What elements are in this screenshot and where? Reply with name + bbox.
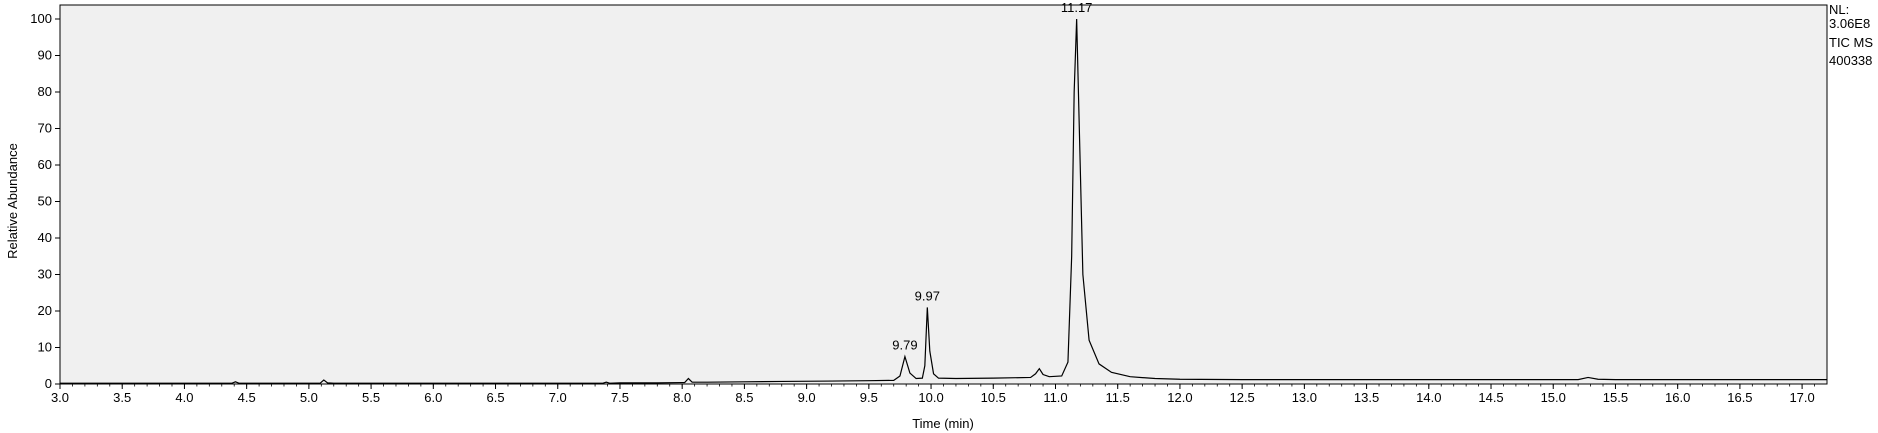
x-tick-label: 12.5 (1229, 390, 1254, 405)
x-tick-label: 17.0 (1789, 390, 1814, 405)
x-tick-label: 11.0 (1043, 390, 1067, 405)
x-tick-label: 9.0 (798, 390, 816, 405)
x-tick-label: 14.0 (1416, 390, 1441, 405)
x-tick-label: 10.5 (981, 390, 1006, 405)
x-tick-label: 16.0 (1665, 390, 1690, 405)
y-tick-label: 60 (38, 157, 52, 172)
x-axis: 3.0 3.5 4.0 4.5 5.0 5.5 6.0 6.5 7.0 7.5 8.0 8.5 9.0 9… (51, 384, 1815, 405)
x-tick-label: 3.5 (113, 390, 131, 405)
plot-area (59, 4, 1828, 385)
x-tick-label: 6.5 (486, 390, 504, 405)
x-tick-label: 5.0 (300, 390, 318, 405)
y-tick-label: 20 (38, 303, 52, 318)
x-tick-label: 8.0 (673, 390, 691, 405)
x-tick-label: 3.0 (51, 390, 69, 405)
x-tick-label: 11.5 (1106, 390, 1130, 405)
y-tick-label: 70 (38, 121, 52, 136)
x-tick-label: 7.5 (611, 390, 629, 405)
x-tick-label: 4.0 (175, 390, 193, 405)
peak-label: 11.17 (1061, 0, 1093, 15)
x-tick-label: 5.5 (362, 390, 380, 405)
nl-label: NL: (1829, 2, 1849, 17)
peak-labels: 9.79 9.97 11.17 (892, 0, 1092, 353)
peak-label: 9.97 (915, 288, 940, 303)
y-tick-label: 80 (38, 84, 52, 99)
x-tick-label: 13.5 (1354, 390, 1379, 405)
x-axis-title: Time (min) (912, 416, 974, 431)
y-tick-label: 10 (38, 340, 52, 355)
x-tick-label: 12.0 (1167, 390, 1192, 405)
x-tick-label: 13.0 (1292, 390, 1317, 405)
y-tick-label: 40 (38, 230, 52, 245)
y-tick-label: 30 (38, 267, 52, 282)
file-name: 400338 (1829, 53, 1872, 68)
x-tick-label: 15.5 (1603, 390, 1628, 405)
y-tick-label: 0 (45, 376, 52, 391)
x-tick-label: 6.0 (424, 390, 442, 405)
x-tick-label: 7.0 (549, 390, 567, 405)
x-tick-label: 14.5 (1478, 390, 1503, 405)
scan-filter: TIC MS (1829, 35, 1873, 50)
peak-label: 9.79 (892, 338, 917, 353)
y-axis-title: Relative Abundance (5, 143, 20, 259)
nl-value: 3.06E8 (1829, 16, 1870, 31)
y-tick-label: 100 (30, 11, 52, 26)
x-tick-label: 16.5 (1727, 390, 1752, 405)
x-tick-label: 15.0 (1541, 390, 1566, 405)
x-tick-label: 8.5 (735, 390, 753, 405)
x-tick-label: 4.5 (238, 390, 256, 405)
x-tick-label: 9.5 (860, 390, 878, 405)
y-axis: 0 10 20 30 40 50 60 70 80 90 100 (30, 11, 60, 391)
y-tick-label: 50 (38, 194, 52, 209)
tic-trace-line (60, 18, 1827, 384)
y-tick-label: 90 (38, 48, 52, 63)
x-tick-label: 10.0 (918, 390, 943, 405)
